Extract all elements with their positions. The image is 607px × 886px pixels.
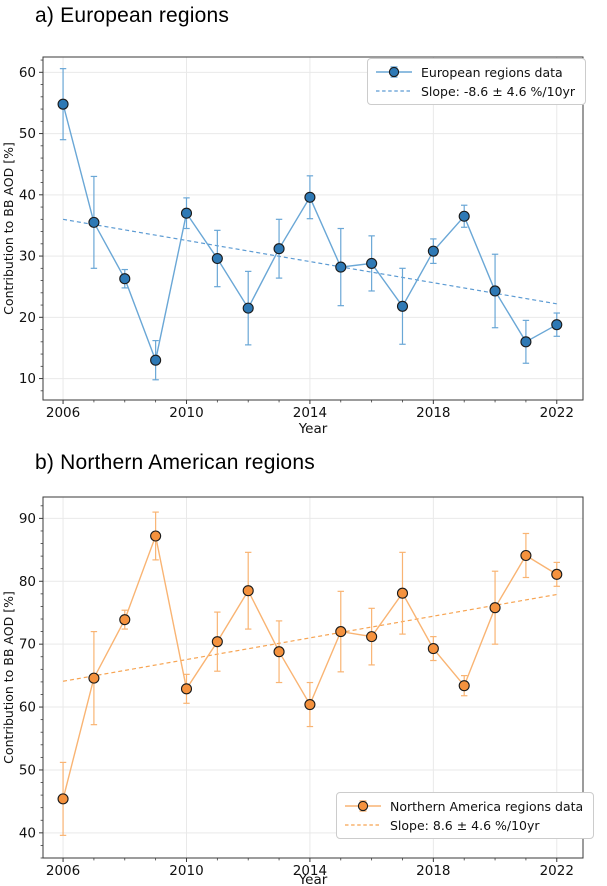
panel-a-title: a) European regions <box>35 4 230 27</box>
chart-a-legend: European regions data Slope: -8.6 ± 4.6 … <box>367 58 587 105</box>
x-axis-label: Year <box>298 421 328 437</box>
y-tick-label: 80 <box>19 574 36 590</box>
data-point <box>273 243 285 255</box>
legend-entry-data: Northern America regions data <box>344 798 583 814</box>
data-point <box>520 336 532 348</box>
data-point <box>396 300 409 312</box>
legend-a-slope-label: Slope: -8.6 ± 4.6 %/10yr <box>421 83 576 99</box>
x-axis-label: Year <box>298 872 328 886</box>
european-regions-chart: 2006 2010 2014 2018 2022 10 20 30 40 50 60 Year Cont… <box>1 56 584 437</box>
data-point <box>366 257 378 269</box>
y-tick-label: 40 <box>19 187 36 203</box>
axes-frame <box>42 496 584 859</box>
x-tick-label: 2006 <box>46 405 80 421</box>
legend-a-data-label: European regions data <box>421 64 563 80</box>
data-point <box>273 646 285 658</box>
data-point <box>57 793 69 805</box>
y-tick-label: 40 <box>19 825 36 841</box>
legend-b-data-label: Northern America regions data <box>390 798 584 814</box>
northern-america-regions-chart: 2006 2010 2014 2018 2022 40 50 60 70 80 90 Year Cont… <box>1 496 584 886</box>
x-tick-label: 2018 <box>416 863 450 879</box>
data-point <box>180 683 193 695</box>
data-point <box>242 585 254 597</box>
chart-b-legend: Northern America regions data Slope: 8.6… <box>336 792 595 839</box>
x-tick-label: 2014 <box>293 405 327 421</box>
errorbar-marker-glyph <box>345 800 381 812</box>
data-point <box>119 614 131 626</box>
data-point <box>211 252 223 265</box>
x-tick-label: 2006 <box>46 863 80 879</box>
data-point <box>88 216 100 228</box>
y-tick-label: 30 <box>19 249 36 265</box>
legend-entry-slope: Slope: 8.6 ± 4.6 %/10yr <box>344 817 583 833</box>
legend-entry-data: European regions data <box>375 64 575 80</box>
errorbar-marker-glyph <box>376 66 412 78</box>
legend-b-slope-label: Slope: 8.6 ± 4.6 %/10yr <box>390 817 540 833</box>
y-tick-label: 60 <box>19 65 36 81</box>
data-point <box>242 302 254 314</box>
x-tick-label: 2010 <box>169 405 203 421</box>
data-point <box>304 191 316 203</box>
y-tick-label: 50 <box>19 762 36 778</box>
data-point <box>458 210 470 222</box>
data-point <box>150 530 162 542</box>
dashed-line-glyph <box>376 90 412 92</box>
y-tick-label: 70 <box>19 637 36 653</box>
x-tick-label: 2018 <box>416 405 450 421</box>
x-tick-label: 2014 <box>293 863 327 879</box>
data-point <box>335 626 347 638</box>
y-tick-label: 10 <box>19 371 36 387</box>
data-point <box>458 680 470 692</box>
data-point <box>489 602 501 614</box>
x-tick-label: 2022 <box>540 863 574 879</box>
data-point <box>57 98 69 110</box>
dashed-line-glyph <box>345 824 381 826</box>
data-point <box>551 568 563 580</box>
data-point <box>427 245 439 257</box>
x-tick-label: 2010 <box>169 863 203 879</box>
data-point <box>180 207 193 219</box>
data-point <box>427 643 439 655</box>
data-point <box>88 672 100 684</box>
data-point <box>119 273 131 285</box>
axes-frame <box>42 56 584 401</box>
data-point <box>150 354 162 366</box>
y-tick-label: 90 <box>19 511 36 527</box>
data-point <box>304 698 316 711</box>
data-point <box>489 285 501 297</box>
data-point <box>396 587 409 599</box>
data-point <box>366 631 378 643</box>
x-tick-label: 2022 <box>540 405 574 421</box>
y-tick-label: 60 <box>19 700 36 716</box>
data-point <box>335 261 347 273</box>
data-point <box>551 319 563 331</box>
data-point <box>211 636 223 648</box>
panel-b-title: b) Northern American regions <box>35 451 315 474</box>
y-tick-label: 50 <box>19 126 36 142</box>
y-axis-label: Contribution to BB AOD [%] <box>1 142 16 315</box>
data-point <box>520 549 532 562</box>
y-axis-label: Contribution to BB AOD [%] <box>1 591 16 764</box>
legend-entry-slope: Slope: -8.6 ± 4.6 %/10yr <box>375 83 575 99</box>
y-tick-label: 20 <box>19 310 36 326</box>
